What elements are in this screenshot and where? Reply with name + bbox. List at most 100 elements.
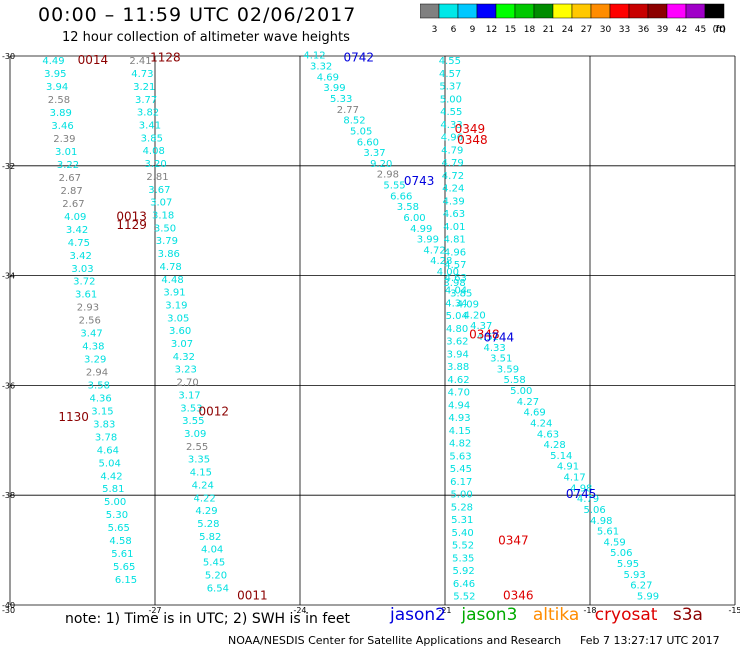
wave-height-value: 4.29 xyxy=(195,506,217,517)
wave-height-value: 3.61 xyxy=(75,290,97,301)
wave-height-value: 6.46 xyxy=(453,579,475,590)
wave-height-value: 4.96 xyxy=(441,133,463,144)
pass-time-label: 1128 xyxy=(150,50,181,64)
wave-height-value: 2.67 xyxy=(62,199,84,210)
x-tick-label: -18 xyxy=(583,606,596,615)
wave-height-value: 4.17 xyxy=(563,473,585,484)
wave-height-value: 5.31 xyxy=(451,515,473,526)
wave-height-value: 4.09 xyxy=(457,299,479,310)
wave-height-value: 3.22 xyxy=(57,160,79,171)
pass-time-label: 0348 xyxy=(457,133,488,147)
wave-height-value: 2.98 xyxy=(377,170,399,181)
wave-height-value: 3.94 xyxy=(447,349,469,360)
wave-height-value: 4.28 xyxy=(543,440,565,451)
wave-height-value: 3.98 xyxy=(443,278,465,289)
wave-height-value: 4.73 xyxy=(131,69,153,80)
wave-height-value: 4.63 xyxy=(445,273,467,284)
pass-time-label: 0348 xyxy=(469,328,500,342)
wave-height-value: 3.50 xyxy=(154,223,176,234)
wave-height-value: 5.05 xyxy=(350,126,372,137)
pass-time-label: 0742 xyxy=(344,50,375,64)
wave-height-value: 4.69 xyxy=(523,408,545,419)
pass-time-label: 0012 xyxy=(199,405,230,419)
wave-height-value: 4.20 xyxy=(463,310,485,321)
wave-height-value: 4.42 xyxy=(100,471,122,482)
pass-time-label: 0743 xyxy=(404,174,435,188)
colorbar-tick-label: 6 xyxy=(451,25,457,35)
wave-height-value: 3.05 xyxy=(167,313,189,324)
wave-height-value: 4.52 xyxy=(477,332,499,343)
wave-height-value: 2.55 xyxy=(186,442,208,453)
wave-height-value: 2.58 xyxy=(48,95,70,106)
wave-height-value: 4.08 xyxy=(143,146,165,157)
wave-height-value: 4.04 xyxy=(445,286,467,297)
wave-height-value: 6.66 xyxy=(390,191,412,202)
wave-height-value: 4.24 xyxy=(530,418,552,429)
pass-time-label: 0745 xyxy=(566,487,597,501)
wave-height-value: 5.95 xyxy=(617,559,639,570)
wave-height-value: 4.34 xyxy=(445,298,467,309)
wave-height-value: 4.98 xyxy=(570,483,592,494)
wave-height-value: 2.87 xyxy=(60,186,82,197)
colorbar-tick-label: 9 xyxy=(470,25,476,35)
wave-height-value: 5.40 xyxy=(451,528,473,539)
wave-height-value: 4.94 xyxy=(448,400,470,411)
y-tick-label: -38 xyxy=(2,491,15,500)
wave-height-value: 3.18 xyxy=(152,210,174,221)
wave-height-value: 5.61 xyxy=(111,549,133,560)
y-tick-label: -36 xyxy=(2,381,15,390)
wave-height-value: 4.24 xyxy=(442,184,464,195)
wave-height-value: 3.41 xyxy=(139,121,161,132)
wave-height-value: 3.46 xyxy=(51,121,73,132)
pass-time-label: 0013 xyxy=(116,210,147,224)
wave-height-value: 5.14 xyxy=(550,451,572,462)
wave-height-value: 3.07 xyxy=(171,339,193,350)
wave-height-value: 2.77 xyxy=(337,105,359,116)
wave-height-value: 3.82 xyxy=(137,108,159,119)
wave-height-value: 3.85 xyxy=(450,289,472,300)
wave-height-value: 5.45 xyxy=(203,558,225,569)
wave-height-value: 4.32 xyxy=(173,352,195,363)
wave-height-value: 4.63 xyxy=(537,429,559,440)
wave-height-value: 6.17 xyxy=(450,477,472,488)
wave-height-value: 5.92 xyxy=(453,566,475,577)
y-tick-label: -40 xyxy=(2,601,15,610)
wave-height-value: 4.70 xyxy=(448,388,470,399)
colorbar-tick-label: 21 xyxy=(543,25,554,35)
wave-height-value: 3.20 xyxy=(144,159,166,170)
wave-height-value: 4.99 xyxy=(410,224,432,235)
wave-height-value: 4.00 xyxy=(437,267,459,278)
pass-time-label: 0744 xyxy=(484,330,515,344)
wave-height-value: 4.59 xyxy=(604,537,626,548)
wave-height-value: 5.82 xyxy=(199,532,221,543)
pass-time-label: 0011 xyxy=(237,589,268,603)
colorbar-tick-label: 42 xyxy=(676,25,687,35)
wave-height-value: 4.79 xyxy=(441,158,463,169)
wave-height-value: 4.27 xyxy=(517,397,539,408)
wave-height-value: 4.49 xyxy=(42,56,64,67)
wave-height-value: 3.78 xyxy=(95,432,117,443)
wave-height-value: 4.15 xyxy=(449,426,471,437)
legend-s3a: s3a xyxy=(672,605,703,625)
wave-height-value: 3.83 xyxy=(93,419,115,430)
wave-height-value: 4.39 xyxy=(442,196,464,207)
y-tick-label: -32 xyxy=(2,162,15,171)
x-tick-label: -30 xyxy=(2,606,15,615)
wave-height-value: 4.91 xyxy=(557,462,579,473)
colorbar-tick-label: 24 xyxy=(562,25,574,35)
wave-height-value: 4.15 xyxy=(190,468,212,479)
wave-height-value: 4.36 xyxy=(89,393,111,404)
wave-height-value: 5.35 xyxy=(452,553,474,564)
wave-height-value: 4.72 xyxy=(442,171,464,182)
wave-height-value: 5.37 xyxy=(439,82,461,93)
wave-height-value: 3.88 xyxy=(447,362,469,373)
wave-height-value: 5.06 xyxy=(584,505,606,516)
wave-height-value: 5.06 xyxy=(610,548,632,559)
chart-title: 00:00 – 11:59 UTC 02/06/2017 xyxy=(38,4,357,26)
wave-height-value: 4.57 xyxy=(444,260,466,271)
pass-time-label: 0346 xyxy=(503,589,534,603)
wave-height-value: 3.77 xyxy=(135,95,157,106)
wave-height-value: 3.23 xyxy=(175,365,197,376)
wave-height-value: 3.85 xyxy=(141,133,163,144)
wave-height-value: 5.52 xyxy=(453,592,475,603)
